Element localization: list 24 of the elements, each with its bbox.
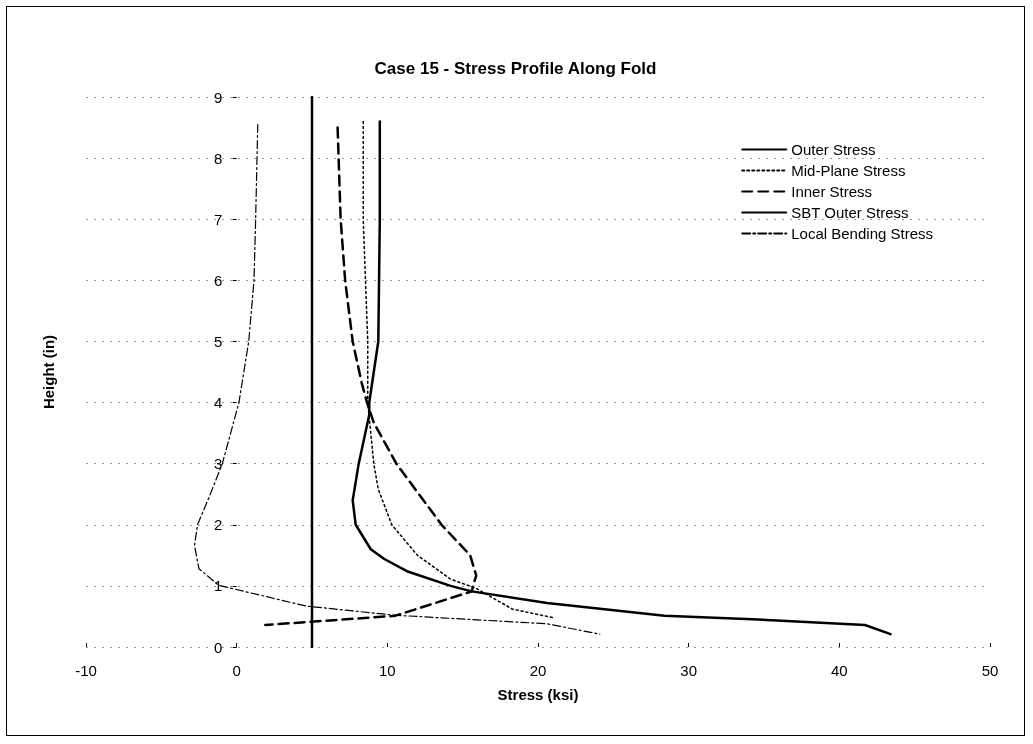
- y-tick-label: 6: [213, 271, 223, 289]
- y-tick-label: 8: [213, 149, 223, 167]
- x-tick-label: 30: [680, 662, 698, 679]
- x-tick-label: 20: [529, 662, 547, 679]
- legend-label: Local Bending Stress: [791, 225, 934, 242]
- y-tick-label: 7: [213, 210, 223, 228]
- y-axis-title: Height (in): [40, 334, 58, 410]
- y-tick-label: 9: [213, 88, 223, 106]
- x-tick-label: 10: [378, 662, 396, 679]
- chart-title: Case 15 - Stress Profile Along Fold: [374, 59, 657, 78]
- y-tick-label: 0: [213, 638, 223, 656]
- x-tick-label: 0: [232, 662, 241, 679]
- x-tick-label: 40: [830, 662, 848, 679]
- legend-label: SBT Outer Stress: [791, 204, 909, 221]
- y-tick-label: 5: [213, 332, 223, 350]
- legend-label: Outer Stress: [791, 141, 876, 158]
- legend-label: Inner Stress: [791, 183, 873, 200]
- x-tick-label: 50: [981, 662, 999, 679]
- x-axis-title: Stress (ksi): [497, 686, 579, 703]
- x-tick-label: -10: [75, 662, 97, 679]
- y-tick-label: 4: [213, 394, 223, 412]
- y-tick-label: 3: [213, 455, 223, 473]
- legend-label: Mid-Plane Stress: [791, 162, 906, 179]
- y-tick-label: 2: [213, 516, 223, 534]
